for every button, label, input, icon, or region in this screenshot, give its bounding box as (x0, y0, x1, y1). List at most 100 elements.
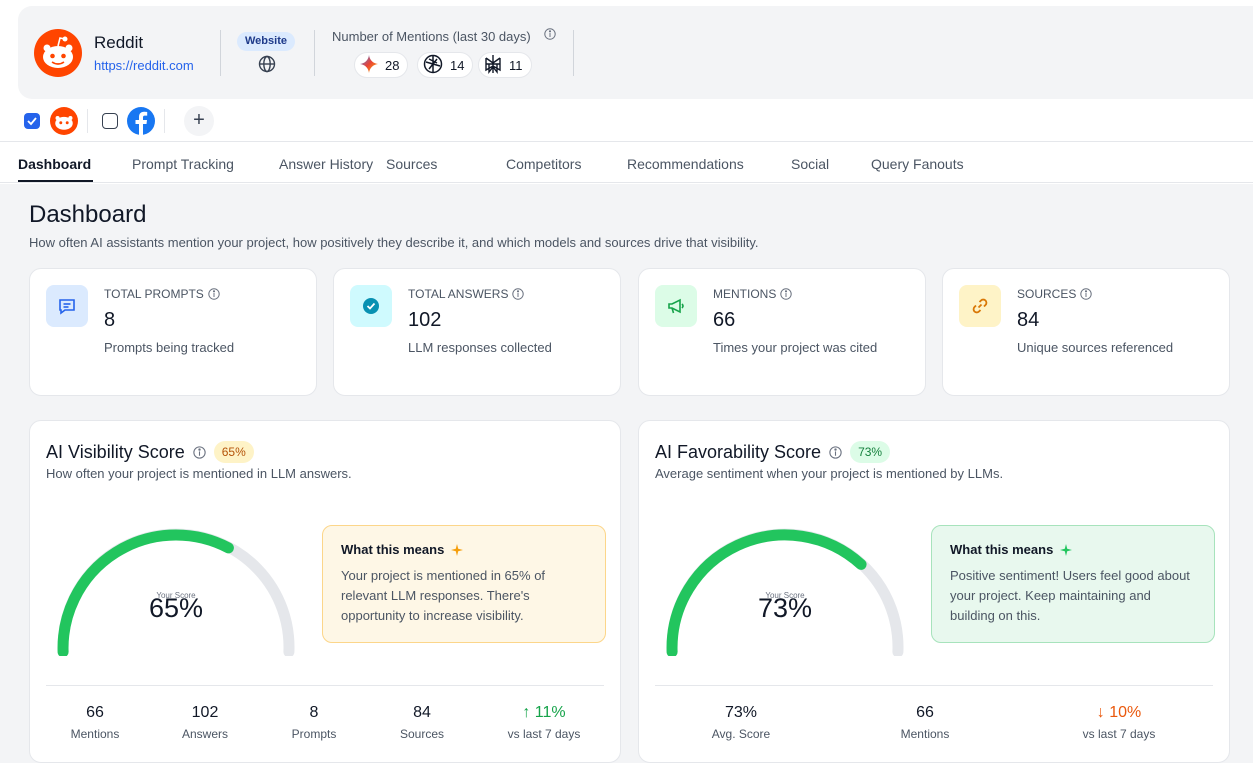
favorability-score-card: AI Favorability Score 73% Average sentim… (638, 420, 1230, 763)
globe-icon[interactable] (258, 55, 276, 78)
perplexity-icon (483, 54, 503, 77)
stat-label: SOURCES (1017, 287, 1093, 301)
page-subtitle: How often AI assistants mention your pro… (29, 235, 759, 250)
divider (46, 685, 604, 686)
stat-label: TOTAL PROMPTS (104, 287, 220, 301)
active-tab-indicator (18, 180, 93, 182)
stat-card-sources: SOURCES 84 Unique sources referenced (942, 268, 1230, 396)
chatgpt-icon (422, 53, 444, 78)
stat-value: 66 (713, 309, 736, 331)
stat-value: 84 (1017, 309, 1040, 331)
gauge-label: Your Score (156, 591, 196, 600)
mentions-title: Number of Mentions (last 30 days) (332, 29, 531, 44)
reddit-checkbox[interactable] (24, 113, 40, 129)
perplexity-mentions-chip[interactable]: 11 (478, 52, 532, 78)
project-url-link[interactable]: https://reddit.com (94, 58, 194, 73)
facebook-checkbox[interactable] (102, 113, 118, 129)
gemini-count: 28 (385, 57, 400, 73)
tab-query-fanouts[interactable]: Query Fanouts (871, 156, 964, 172)
chat-icon (46, 285, 88, 327)
card-subtitle: How often your project is mentioned in L… (46, 466, 352, 481)
gauge-value: 73% (757, 593, 813, 623)
insight-title: What this means (950, 542, 1196, 557)
stat-value: 102 (408, 309, 442, 331)
gemini-mentions-chip[interactable]: 28 (354, 52, 409, 78)
info-icon[interactable] (544, 27, 556, 45)
insight-text: Positive sentiment! Users feel good abou… (950, 568, 1190, 623)
stat-card-total-answers: TOTAL ANSWERS 102 LLM responses collecte… (333, 268, 621, 396)
metric-prompts: 8 Prompts (291, 704, 337, 741)
card-title: AI Favorability Score 73% (655, 441, 891, 463)
info-icon (829, 445, 842, 459)
website-badge: Website (237, 32, 295, 51)
reddit-logo-icon[interactable] (50, 107, 78, 135)
metric-trend: ↓ 10% vs last 7 days (1082, 704, 1156, 741)
page-title: Dashboard (29, 201, 147, 228)
gauge-label: Your Score (765, 591, 805, 600)
stat-value: 8 (104, 309, 116, 331)
metric-avg-score: 73% Avg. Score (711, 704, 771, 741)
gauge-fill (666, 529, 867, 656)
divider (314, 30, 315, 76)
nav-tabs: Dashboard Prompt Tracking Answer History… (0, 141, 1253, 183)
metric-answers: 102 Answers (181, 704, 228, 741)
tab-recommendations[interactable]: Recommendations (627, 156, 744, 172)
divider (87, 109, 88, 133)
stat-description: Unique sources referenced (1017, 340, 1174, 355)
project-header: Reddit https://reddit.com Website Number… (18, 6, 1253, 99)
add-project-button[interactable]: + (184, 106, 214, 136)
tab-answer-history[interactable]: Answer History (279, 156, 374, 172)
insight-text: Your project is mentioned in 65% of rele… (341, 568, 546, 623)
info-icon (193, 445, 206, 459)
divider (220, 30, 221, 76)
dashboard-main: Dashboard How often AI assistants mentio… (0, 184, 1253, 763)
divider (655, 685, 1213, 686)
reddit-logo-icon (34, 29, 82, 77)
gemini-icon (359, 54, 379, 77)
stat-description: LLM responses collected (408, 340, 552, 355)
tab-prompt-tracking[interactable]: Prompt Tracking (132, 156, 234, 172)
metric-trend: ↑ 11% vs last 7 days (507, 704, 581, 741)
visibility-score-card: AI Visibility Score 65% How often your p… (29, 420, 621, 763)
favorability-gauge (666, 528, 904, 656)
info-icon (1080, 288, 1093, 300)
metric-mentions: 66 Mentions (900, 704, 950, 741)
project-name: Reddit (94, 33, 144, 52)
tab-sources[interactable]: Sources (386, 156, 438, 172)
gauge-fill (57, 529, 234, 656)
tab-dashboard[interactable]: Dashboard (18, 156, 92, 172)
card-subtitle: Average sentiment when your project is m… (655, 466, 1004, 481)
score-badge: 65% (213, 441, 254, 463)
check-circle-icon (350, 285, 392, 327)
stat-card-mentions: MENTIONS 66 Times your project was cited (638, 268, 926, 396)
tab-social[interactable]: Social (791, 156, 830, 172)
info-icon (512, 288, 525, 300)
perplexity-count: 11 (509, 57, 523, 73)
visibility-gauge (57, 528, 295, 656)
link-icon (959, 285, 1001, 327)
insight-box: What this means Your project is mentione… (322, 525, 606, 643)
stat-description: Times your project was cited (713, 340, 878, 355)
gauge-value: 65% (148, 593, 204, 623)
megaphone-icon (655, 285, 697, 327)
stat-label: TOTAL ANSWERS (408, 287, 525, 301)
divider (164, 109, 165, 133)
sparkle-icon (451, 543, 464, 556)
metric-sources: 84 Sources (399, 704, 445, 741)
sparkle-icon (1060, 543, 1073, 556)
info-icon (208, 288, 220, 300)
stat-description: Prompts being tracked (104, 340, 235, 355)
chatgpt-count: 14 (450, 57, 465, 73)
tab-competitors[interactable]: Competitors (506, 156, 582, 172)
stat-label: MENTIONS (713, 287, 793, 301)
divider (573, 30, 574, 76)
info-icon (780, 288, 793, 300)
facebook-logo-icon[interactable] (127, 107, 155, 135)
score-badge: 73% (850, 441, 891, 463)
insight-box: What this means Positive sentiment! User… (931, 525, 1215, 643)
insight-title: What this means (341, 542, 587, 557)
project-switcher: + (0, 104, 300, 138)
card-title: AI Visibility Score 65% (46, 441, 254, 463)
stat-card-total-prompts: TOTAL PROMPTS 8 Prompts being tracked (29, 268, 317, 396)
chatgpt-mentions-chip[interactable]: 14 (417, 52, 474, 78)
